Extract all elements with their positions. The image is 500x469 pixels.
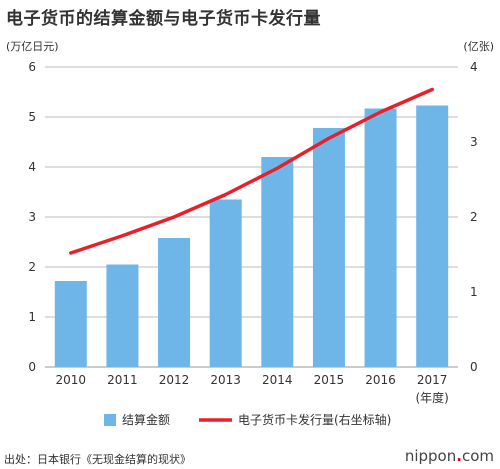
brand-dot: . xyxy=(456,447,462,465)
bar xyxy=(261,157,294,367)
brand-name: nippon xyxy=(404,447,457,465)
bar xyxy=(106,264,139,367)
chart-title: 电子货币的结算金额与电子货币卡发行量 xyxy=(6,9,321,29)
bar-series xyxy=(54,105,449,367)
x-tick-label: 2010 xyxy=(56,373,87,387)
right-axis-unit: (亿张) xyxy=(463,40,494,53)
bar xyxy=(209,199,242,367)
y-right-tick-label: 4 xyxy=(470,60,478,74)
left-axis-unit: (万亿日元) xyxy=(6,40,59,53)
source-note: 出处：日本银行《无现金结算的现状》 xyxy=(4,453,191,466)
legend-bar-label: 结算金额 xyxy=(122,412,170,427)
bar xyxy=(364,108,397,367)
x-axis-label: (年度) xyxy=(416,390,449,405)
bar xyxy=(54,281,87,367)
y-right-tick-label: 2 xyxy=(470,210,478,224)
bar xyxy=(416,105,449,367)
bar xyxy=(158,238,191,367)
tick-labels: 0 1 2 3 4 5 6 0 1 2 3 4 2010 2011 2012 2013 2014 2015 2016… xyxy=(28,60,477,387)
x-tick-label: 2014 xyxy=(262,373,293,387)
legend-line-label: 电子货币卡发行量(右坐标轴) xyxy=(238,412,391,427)
y-left-tick-label: 0 xyxy=(28,360,36,374)
y-left-tick-label: 5 xyxy=(28,110,36,124)
x-tick-label: 2013 xyxy=(210,373,241,387)
y-left-tick-label: 3 xyxy=(28,210,36,224)
x-tick-label: 2015 xyxy=(314,373,345,387)
y-left-tick-label: 1 xyxy=(28,310,36,324)
line-path xyxy=(69,87,434,255)
y-left-tick-label: 2 xyxy=(28,260,36,274)
x-tick-label: 2016 xyxy=(365,373,396,387)
y-left-tick-label: 4 xyxy=(28,160,36,174)
x-tick-label: 2012 xyxy=(159,373,190,387)
y-right-tick-label: 1 xyxy=(470,285,478,299)
y-left-tick-label: 6 xyxy=(28,60,36,74)
brand-domain: com xyxy=(461,447,494,465)
x-tick-label: 2017 xyxy=(417,373,448,387)
legend: 结算金额 电子货币卡发行量(右坐标轴) xyxy=(104,412,391,427)
x-tick-label: 2011 xyxy=(107,373,138,387)
y-right-tick-label: 0 xyxy=(470,360,478,374)
y-right-tick-label: 3 xyxy=(470,135,478,149)
bar xyxy=(312,128,345,367)
legend-bar-swatch xyxy=(104,414,116,426)
brand-logo[interactable]: nippon.com xyxy=(405,447,494,465)
line-series xyxy=(69,87,434,255)
